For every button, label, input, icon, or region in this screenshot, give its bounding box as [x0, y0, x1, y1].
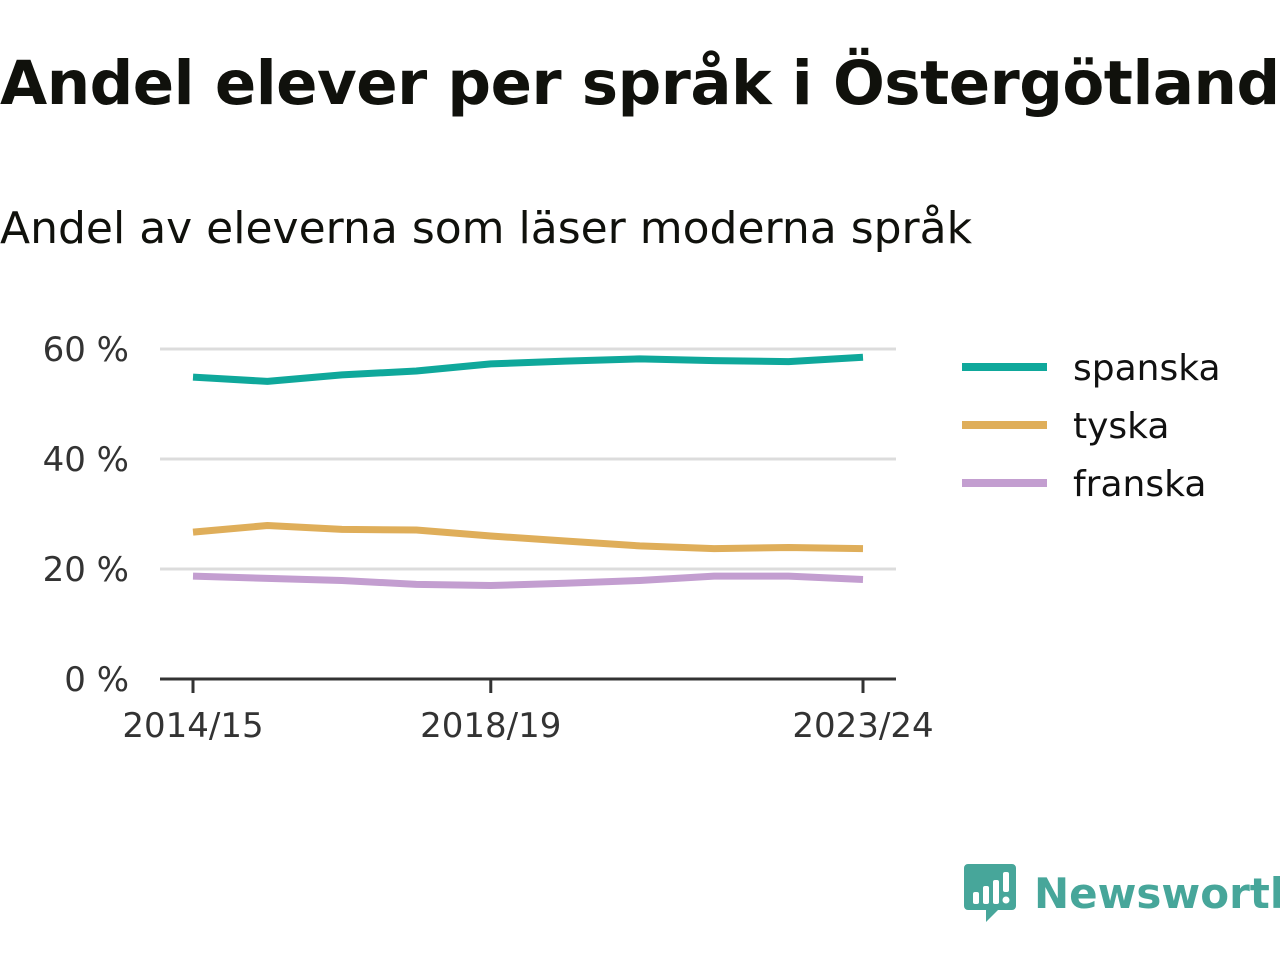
- logo-text: Newsworthy: [1034, 868, 1280, 918]
- bar-chart-speech-bubble-icon: [964, 864, 1016, 922]
- chart-title: Andel elever per språk i Östergötland: [0, 48, 1280, 119]
- legend-label-spanska: spanska: [1073, 348, 1221, 389]
- series-lines: [192, 353, 864, 589]
- series-line-spanska: [192, 353, 864, 385]
- y-tick-label: 60 %: [43, 330, 129, 370]
- chart-subtitle: Andel av eleverna som läser moderna språ…: [0, 203, 973, 254]
- legend-label-tyska: tyska: [1073, 406, 1169, 447]
- y-tick-label: 0 %: [64, 660, 129, 700]
- y-tick-label: 20 %: [43, 550, 129, 590]
- y-axis-ticks: 0 % 20 % 40 % 60 %: [43, 330, 129, 700]
- x-tick-label: 2014/15: [122, 706, 263, 746]
- x-axis-ticks: 2014/15 2018/19 2023/24: [122, 679, 934, 746]
- y-tick-label: 40 %: [43, 440, 129, 480]
- x-tick-label: 2018/19: [420, 706, 561, 746]
- legend-label-franska: franska: [1073, 464, 1206, 505]
- x-tick-label: 2023/24: [792, 706, 933, 746]
- series-line-franska: [192, 572, 864, 589]
- gridlines: [160, 347, 896, 571]
- series-line-tyska: [192, 522, 864, 553]
- newsworthy-logo: Newsworthy: [964, 862, 1280, 924]
- legend: spanska tyska franska: [962, 348, 1221, 505]
